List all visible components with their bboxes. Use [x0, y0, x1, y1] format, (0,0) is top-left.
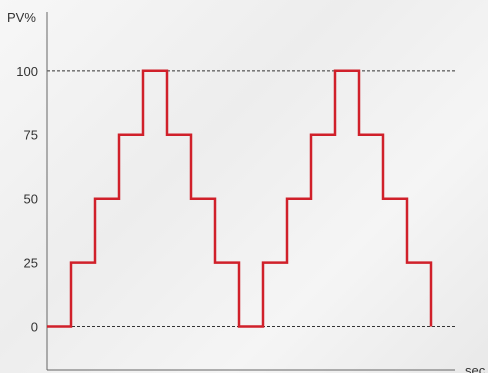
- x-axis-title: sec: [465, 363, 486, 373]
- y-tick-label: 50: [24, 192, 38, 207]
- y-tick-label: 25: [24, 256, 38, 271]
- axes: [46, 12, 455, 371]
- y-tick-label: 0: [31, 320, 38, 335]
- y-tick-label: 100: [16, 64, 38, 79]
- y-axis-title: PV%: [7, 10, 36, 25]
- y-tick-label: 75: [24, 128, 38, 143]
- reference-lines: [47, 70, 455, 328]
- y-tick-labels: 100 75 50 25 0: [16, 64, 38, 335]
- series-group: [47, 69, 433, 328]
- series-line-0: [47, 69, 433, 328]
